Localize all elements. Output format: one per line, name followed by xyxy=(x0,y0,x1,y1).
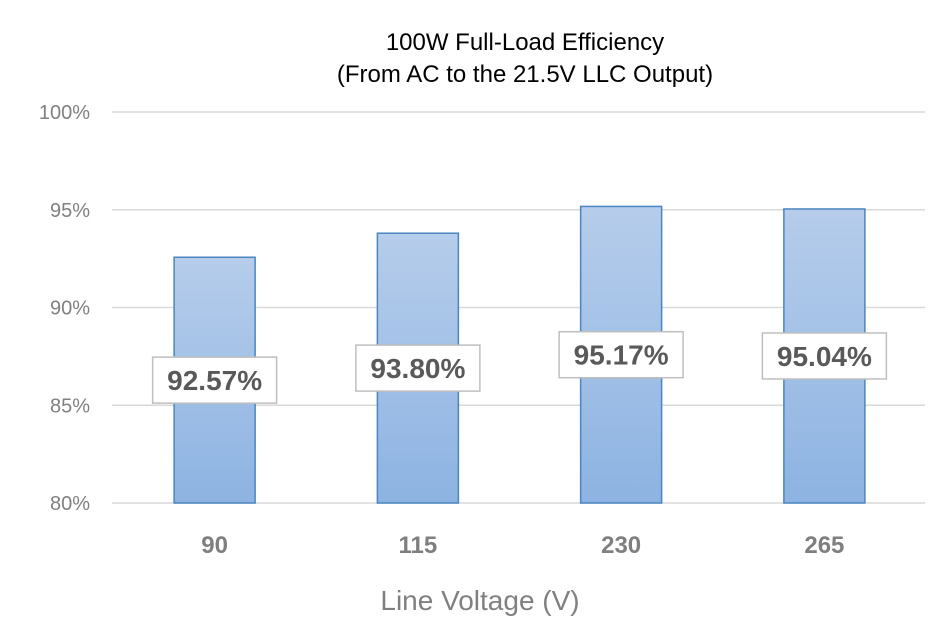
y-tick-label: 90% xyxy=(50,298,90,320)
chart-title-line-1: 100W Full-Load Efficiency xyxy=(386,29,664,56)
data-label: 95.04% xyxy=(777,341,872,372)
x-tick-label: 230 xyxy=(601,532,641,559)
x-tick-label: 115 xyxy=(399,532,438,559)
y-tick-label: 80% xyxy=(50,493,90,515)
data-label-box xyxy=(558,330,684,379)
data-label: 92.57% xyxy=(167,365,262,396)
data-label: 95.17% xyxy=(574,340,669,371)
data-label-box xyxy=(355,344,481,392)
data-label: 93.80% xyxy=(370,353,465,384)
data-label-box xyxy=(151,356,278,404)
x-axis-label: Line Voltage (V) xyxy=(380,585,579,616)
x-tick-label: 90 xyxy=(201,532,228,559)
data-label-box xyxy=(761,332,888,380)
x-tick-label: 265 xyxy=(804,532,844,559)
y-tick-label: 85% xyxy=(50,395,90,417)
y-tick-label: 95% xyxy=(50,200,90,222)
chart-title-line-2: (From AC to the 21.5V LLC Output) xyxy=(337,61,713,88)
y-tick-label: 100% xyxy=(39,102,90,124)
